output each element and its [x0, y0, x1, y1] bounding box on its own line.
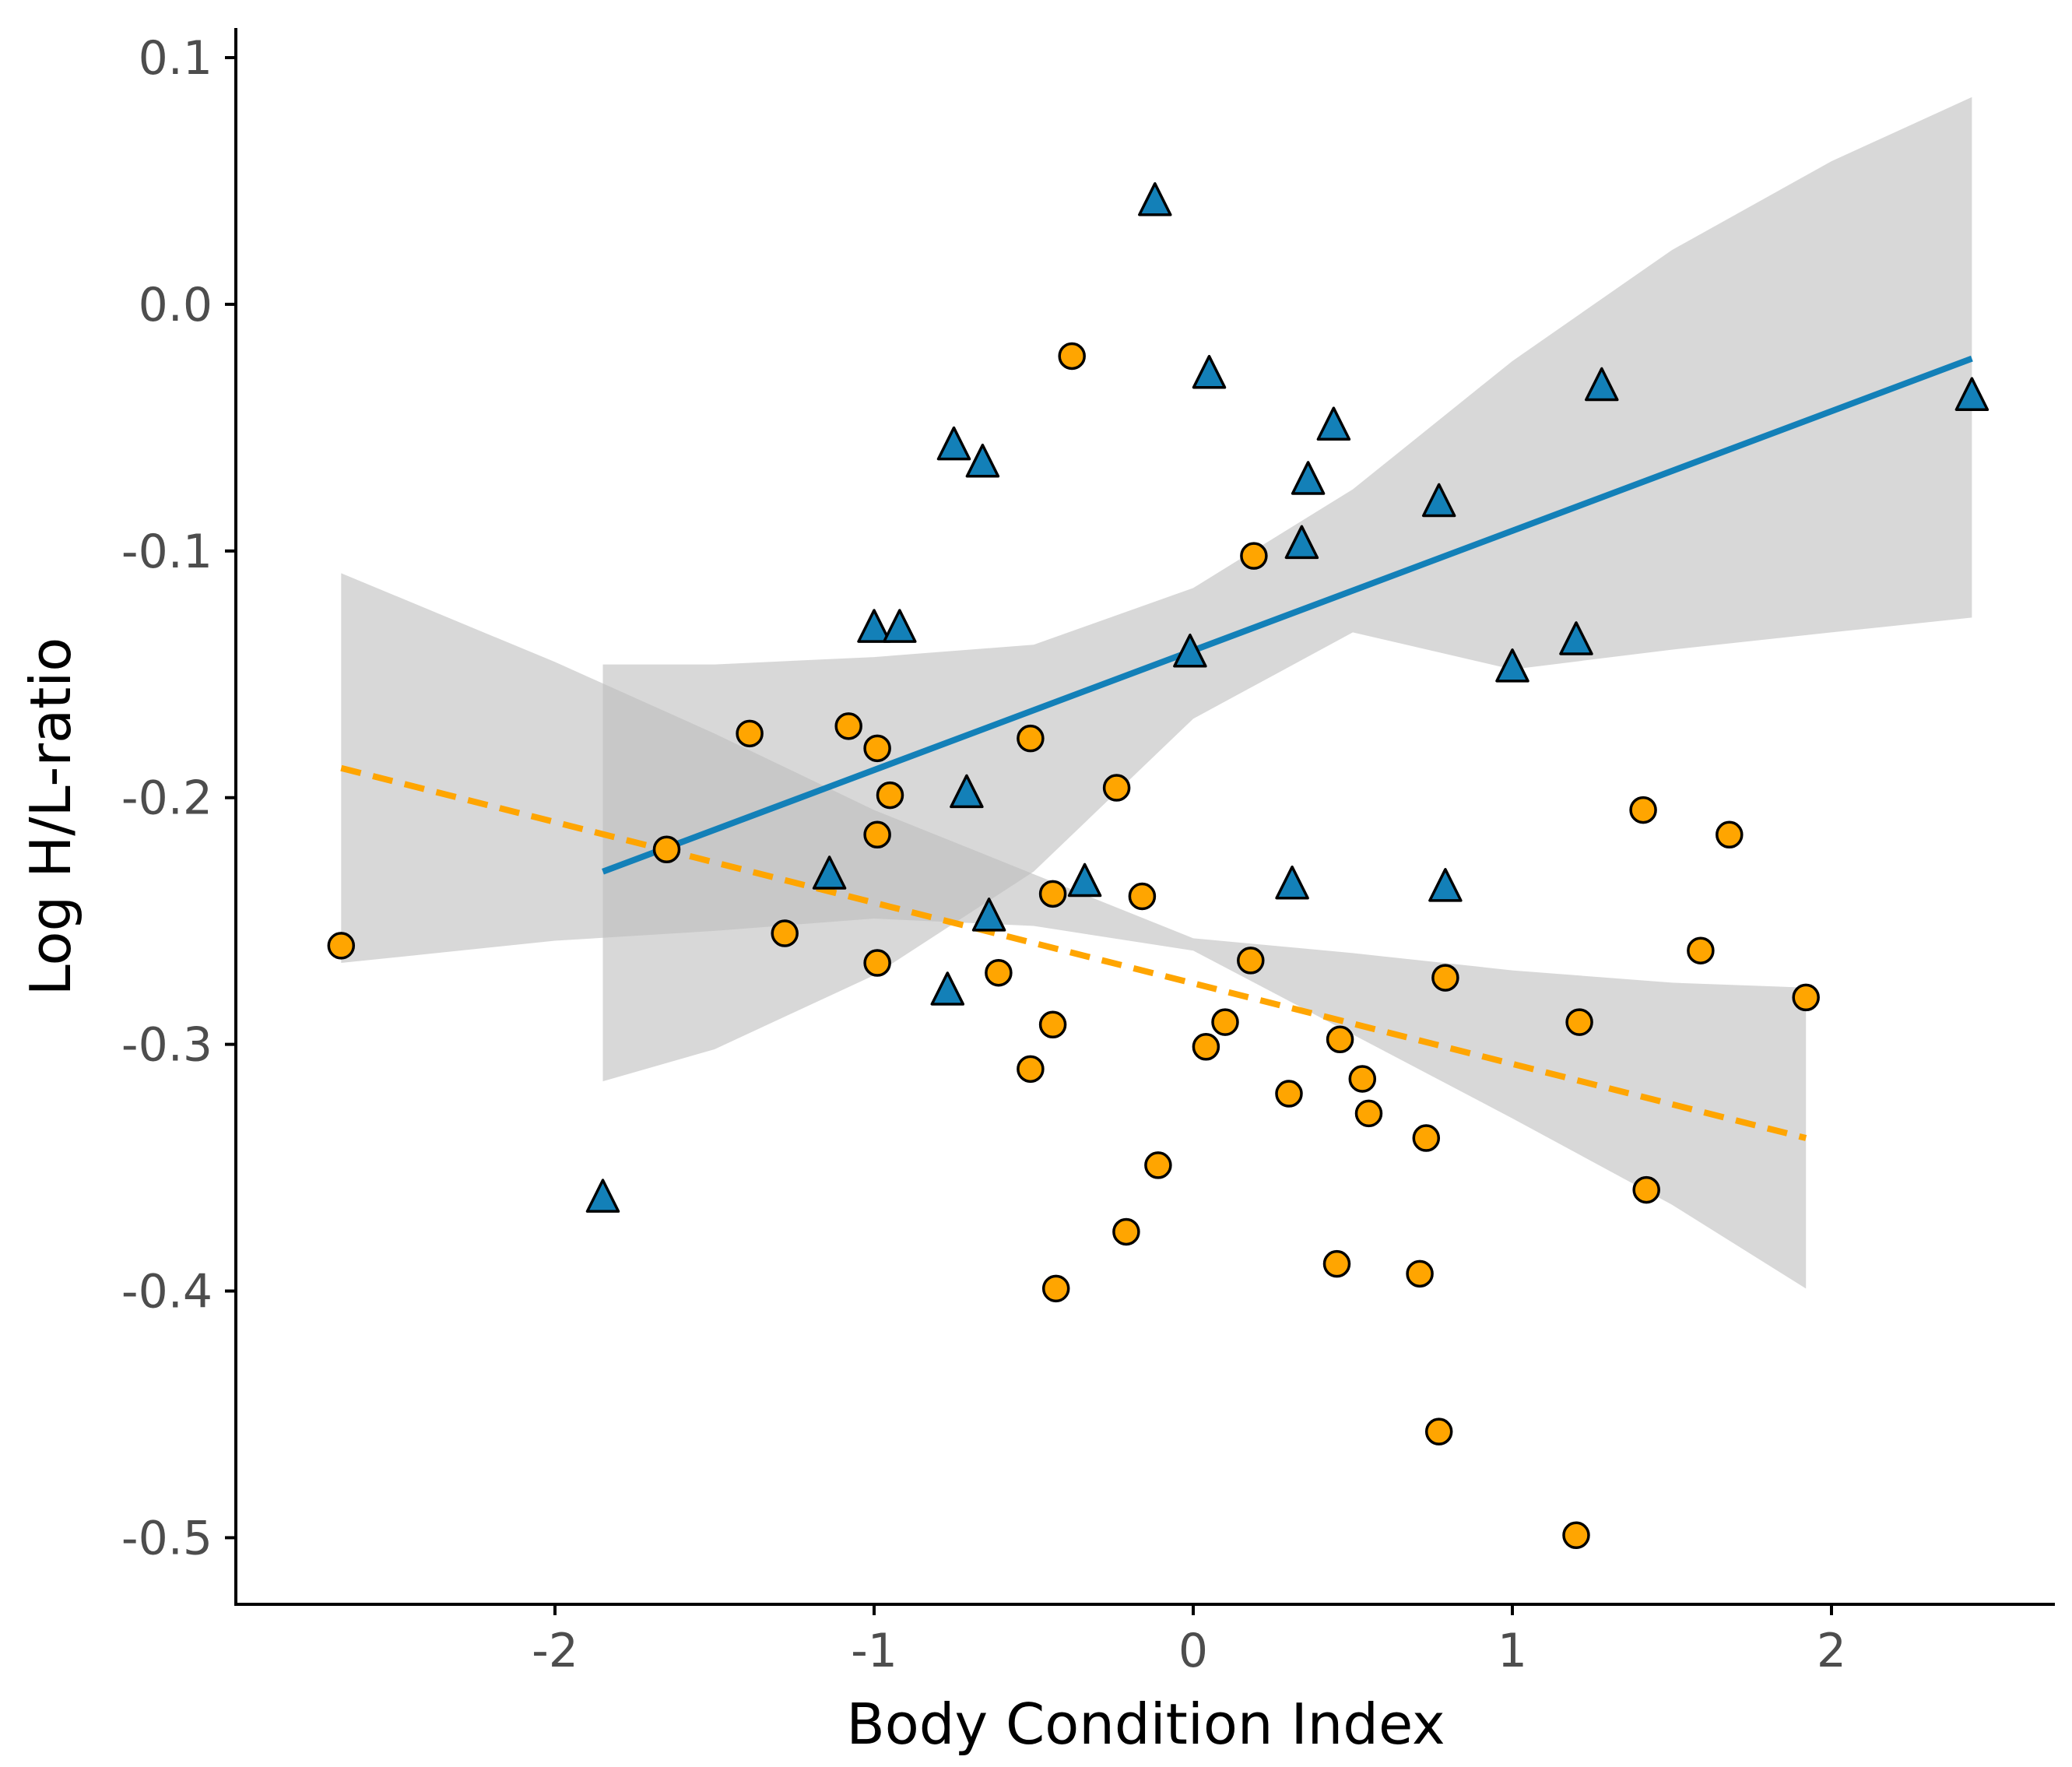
- triangle-point: [1138, 182, 1172, 216]
- circle-point: [1017, 724, 1045, 753]
- triangle-point: [971, 898, 1006, 932]
- circle-point: [1326, 1025, 1354, 1054]
- triangle-point: [965, 443, 1000, 478]
- triangle-point: [1559, 621, 1593, 655]
- circle-point: [834, 712, 862, 740]
- triangle-point: [1316, 406, 1351, 441]
- fit-line-circle: [340, 764, 1807, 1141]
- circle-point: [1562, 1521, 1590, 1550]
- confidence-ribbon-circle: [341, 573, 1807, 1289]
- triangle-point: [812, 855, 847, 890]
- circle-point: [863, 820, 891, 849]
- triangle-point: [1585, 367, 1619, 402]
- fit-lines: [340, 355, 1973, 1141]
- circle-point: [736, 719, 764, 748]
- triangle-point: [857, 609, 891, 643]
- circle-point: [1424, 1417, 1453, 1446]
- circle-point: [771, 919, 799, 947]
- circle-point: [863, 949, 891, 977]
- x-tick-label: 0: [1178, 1624, 1208, 1678]
- triangle-point: [1192, 354, 1227, 389]
- x-tick-label: -1: [851, 1624, 897, 1678]
- x-tick-label: -2: [532, 1624, 578, 1678]
- circle-point: [1192, 1033, 1220, 1061]
- y-axis-title: Log H/L-ratio: [18, 638, 83, 996]
- triangle-point: [950, 774, 984, 809]
- circle-point: [652, 835, 681, 864]
- circle-point: [1322, 1249, 1351, 1278]
- triangle-point: [1291, 461, 1326, 495]
- circle-point: [1211, 1008, 1239, 1036]
- triangle-point: [585, 1179, 620, 1213]
- circle-point: [1240, 542, 1268, 570]
- y-tick-label: -0.4: [121, 1265, 212, 1319]
- axes: [234, 28, 2055, 1606]
- y-tick-label: 0.1: [139, 31, 212, 86]
- circle-point: [1716, 820, 1744, 849]
- circle-point: [876, 781, 904, 810]
- x-axis-title: Body Condition Index: [846, 1691, 1445, 1757]
- triangle-point: [1275, 865, 1309, 900]
- confidence-ribbons: [341, 97, 1972, 1289]
- confidence-ribbon-triangle: [602, 97, 1972, 1082]
- circle-point: [1038, 880, 1067, 908]
- y-tick-label: -0.3: [121, 1018, 212, 1073]
- circle-point: [1112, 1217, 1140, 1246]
- triangle-point: [930, 971, 965, 1006]
- circle-point: [1041, 1274, 1070, 1303]
- y-tick-label: -0.2: [121, 771, 212, 826]
- circle-point: [1038, 1010, 1067, 1039]
- circle-point: [1058, 342, 1086, 371]
- circle-point: [327, 932, 356, 960]
- triangle-point: [1284, 525, 1319, 560]
- triangle-point: [1173, 634, 1207, 668]
- circle-point: [1687, 936, 1715, 964]
- circle-point: [1102, 774, 1131, 802]
- x-tick-label: 2: [1817, 1624, 1846, 1678]
- circle-point: [1144, 1151, 1172, 1179]
- circle-point: [1275, 1080, 1303, 1108]
- circle-point: [1017, 1055, 1045, 1084]
- ticks: -2 -1 0 1 2 0.1 0.0 -0.1 -0.2 -0.3 -0.4 -0.5: [121, 31, 1846, 1678]
- y-tick-label: -0.1: [121, 525, 212, 579]
- circle-point: [1431, 964, 1459, 992]
- circle-point: [1348, 1065, 1377, 1093]
- circle-point: [1629, 796, 1657, 824]
- triangle-point: [1067, 862, 1102, 898]
- circle-point: [1354, 1099, 1383, 1128]
- fit-line-triangle: [602, 355, 1973, 875]
- circle-point: [985, 958, 1013, 987]
- circle-point: [1406, 1259, 1434, 1288]
- y-tick-label: 0.0: [139, 278, 212, 332]
- triangle-point: [883, 609, 917, 643]
- triangle-point: [1495, 648, 1529, 683]
- circle-point: [1412, 1124, 1441, 1152]
- triangle-point: [1428, 868, 1463, 902]
- circle-point: [1128, 882, 1157, 911]
- triangle-point: [1954, 377, 1989, 411]
- circle-point: [863, 734, 891, 763]
- triangle-point: [936, 426, 971, 461]
- circle-point: [1237, 947, 1265, 975]
- circle-point: [1632, 1175, 1660, 1204]
- circle-point: [1565, 1008, 1593, 1036]
- x-tick-label: 1: [1498, 1624, 1527, 1678]
- circle-point: [1792, 983, 1820, 1012]
- data-points: [327, 182, 1989, 1550]
- y-tick-label: -0.5: [121, 1511, 212, 1565]
- triangle-point: [1421, 483, 1456, 518]
